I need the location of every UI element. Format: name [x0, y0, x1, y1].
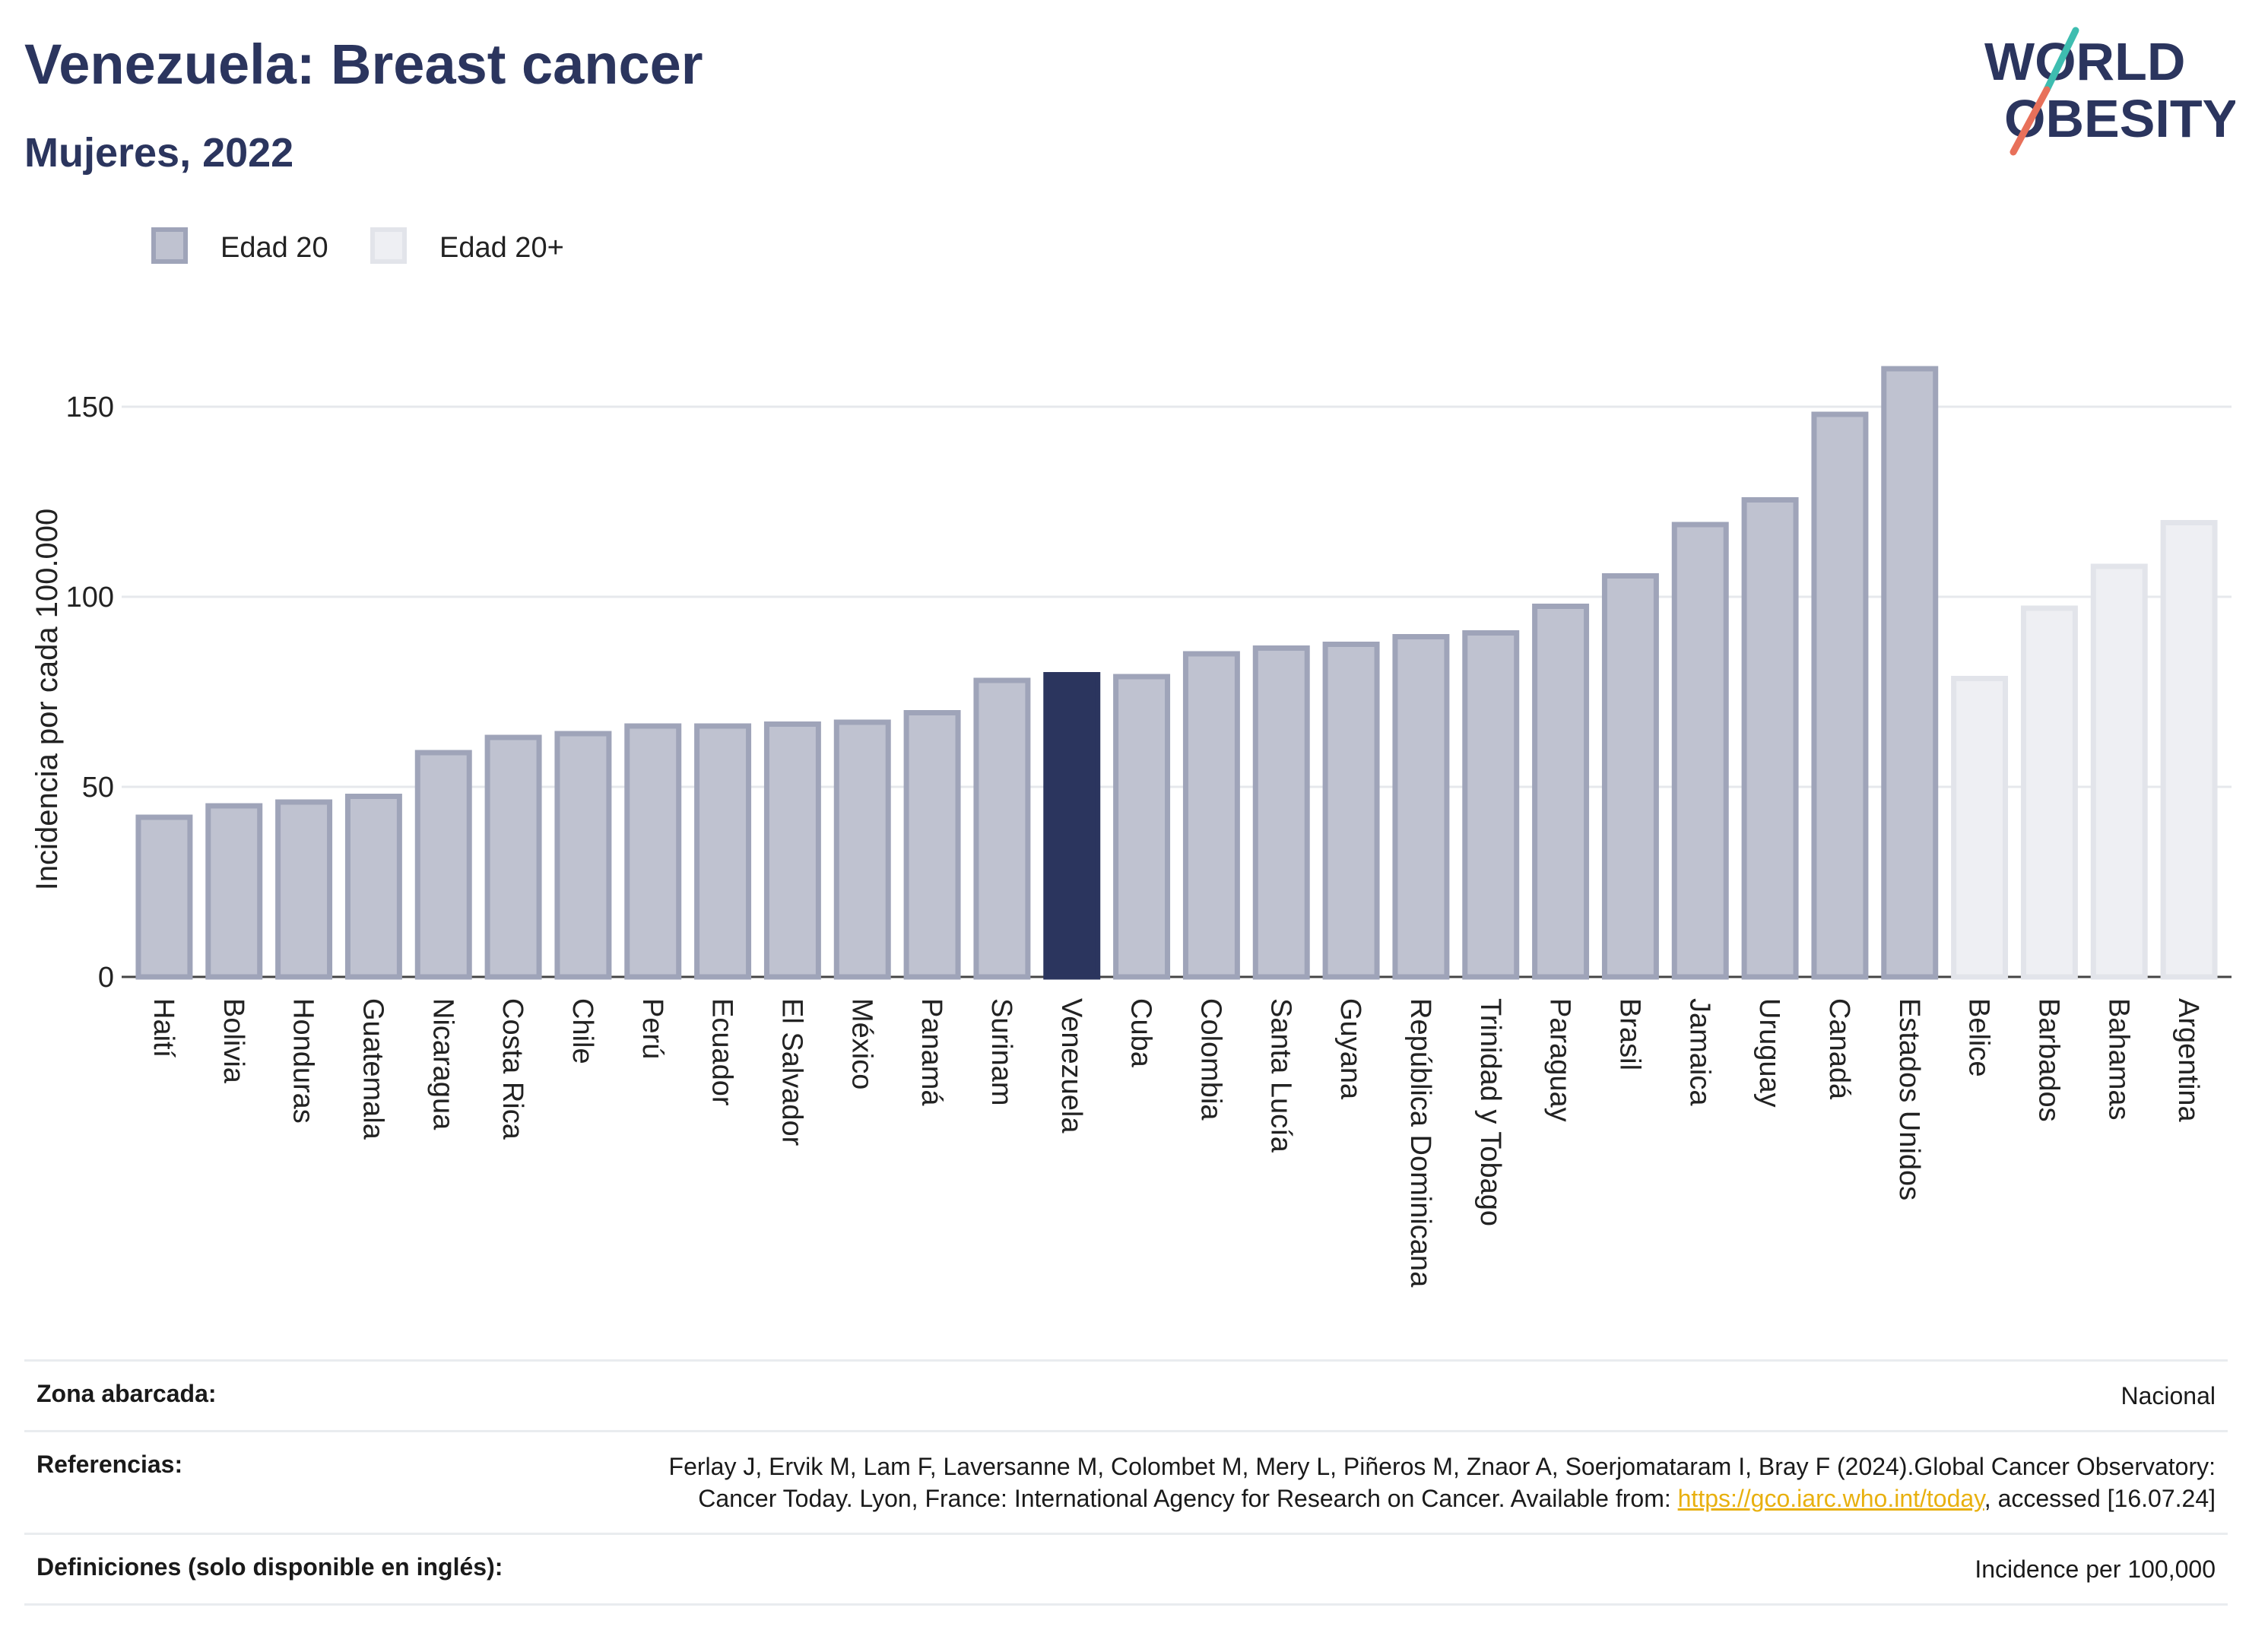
bar-Surinam [973, 677, 1031, 980]
x-tick-label: Barbados [2032, 998, 2064, 1122]
bar-Guatemala [344, 794, 402, 980]
bar-Bahamas [2090, 563, 2148, 980]
x-tick-label: Perú [636, 998, 668, 1059]
x-tick-label: Chile [566, 998, 598, 1064]
bar-Haití [135, 814, 193, 980]
x-tick-label: Nicaragua [427, 998, 458, 1130]
bar-Cuba [1113, 674, 1171, 980]
x-tick-label: Haití [148, 998, 179, 1058]
bar-Venezuela [1043, 672, 1101, 980]
x-tick-label: Belice [1963, 998, 1995, 1077]
chart-bars [135, 366, 2218, 980]
referencias-label: Referencias: [36, 1451, 183, 1478]
chart-grid [122, 405, 2232, 978]
bar-Santa Lucía [1252, 645, 1310, 980]
referencias-text-1: Ferlay J, Ervik M, Lam F, Laversanne M, … [668, 1453, 2216, 1512]
legend-label-edad20: Edad 20 [220, 232, 328, 264]
x-tick-label: Jamaica [1683, 998, 1715, 1106]
page-subtitle: Mujeres, 2022 [24, 130, 294, 176]
bar-Paraguay [1532, 604, 1590, 980]
x-tick-label: Costa Rica [496, 998, 528, 1140]
x-tick-label: Guyana [1334, 998, 1366, 1100]
definiciones-value: Incidence per 100,000 [1975, 1555, 2216, 1583]
page-title: Venezuela: Breast cancer [24, 33, 703, 96]
x-tick-label: Uruguay [1753, 998, 1785, 1108]
bar-Colombia [1182, 651, 1240, 980]
zona-value: Nacional [2121, 1382, 2216, 1409]
bar-Nicaragua [414, 750, 472, 980]
logo-slash-teal [2043, 27, 2079, 94]
metadata-table: Zona abarcada: Nacional Referencias: Fer… [24, 1359, 2228, 1606]
bar-Argentina [2160, 520, 2218, 980]
x-tick-label: Venezuela [1055, 998, 1087, 1134]
y-tick-label: 100 [66, 582, 114, 614]
bar-Brasil [1601, 573, 1659, 980]
x-tick-label: Guatemala [357, 998, 389, 1140]
x-tick-label: Honduras [287, 998, 319, 1124]
bar-República Dominicana [1392, 634, 1450, 980]
logo-line-1: WORLD [1984, 32, 2185, 91]
bar-Costa Rica [484, 734, 542, 980]
bar-Perú [624, 723, 682, 980]
y-axis-label: Incidencia por cada 100.000 [30, 509, 64, 891]
meta-row-referencias: Referencias: Ferlay J, Ervik M, Lam F, L… [24, 1430, 2228, 1533]
chart-legend: Edad 20 Edad 20+ [151, 227, 564, 264]
y-tick-label: 0 [98, 962, 114, 994]
logo-slash-coral [2010, 86, 2051, 156]
bar-México [833, 719, 891, 980]
x-tick-label: Paraguay [1544, 998, 1576, 1122]
x-tick-label: Ecuador [706, 998, 738, 1106]
x-tick-label: Cuba [1125, 998, 1157, 1068]
bar-Belice [1951, 676, 2009, 980]
x-tick-label: Brasil [1613, 998, 1645, 1070]
zona-label: Zona abarcada: [36, 1380, 217, 1407]
x-tick-label: Surinam [985, 998, 1017, 1106]
bar-Panamá [903, 710, 961, 980]
x-tick-label: Argentina [2172, 998, 2204, 1123]
bar-Jamaica [1671, 522, 1729, 980]
referencias-value: Ferlay J, Ervik M, Lam F, Laversanne M, … [619, 1451, 2216, 1514]
bar-Chile [554, 731, 612, 980]
x-tick-label: Canadá [1823, 998, 1855, 1100]
bar-chart: Edad 20 Edad 20+ Haití Bolivia Honduras Guat… [30, 227, 2232, 1288]
x-tick-label: El Salvador [776, 998, 807, 1146]
bar-El Salvador [763, 721, 821, 980]
x-tick-label: Estados Unidos [1893, 998, 1925, 1200]
bar-Bolivia [205, 803, 263, 980]
referencias-link[interactable]: https://gco.iarc.who.int/today [1677, 1485, 1984, 1512]
bar-Estados Unidos [1881, 366, 1939, 980]
x-tick-label: República Dominicana [1404, 998, 1436, 1288]
y-axis-ticks: 0 50 100 150 [66, 392, 114, 994]
bar-Guyana [1322, 642, 1380, 980]
meta-row-zona: Zona abarcada: Nacional [24, 1359, 2228, 1430]
bar-Barbados [2020, 605, 2078, 980]
x-tick-label: Trinidad y Tobago [1474, 998, 1506, 1226]
world-obesity-logo: WORLD OBESITY [1984, 27, 2235, 156]
x-axis-ticks: Haití Bolivia Honduras Guatemala Nicaragua Co… [148, 998, 2204, 1288]
referencias-text-2: , accessed [16.07.24] [1984, 1485, 2216, 1512]
bar-Trinidad y Tobago [1462, 630, 1520, 980]
x-tick-label: Santa Lucía [1264, 998, 1296, 1153]
legend-swatch-edad20 [151, 227, 188, 264]
x-tick-label: Panamá [915, 998, 947, 1106]
bar-Ecuador [694, 723, 752, 980]
x-tick-label: Bolivia [217, 998, 249, 1084]
meta-row-definiciones: Definiciones (solo disponible en inglés)… [24, 1533, 2228, 1606]
x-tick-label: Bahamas [2102, 998, 2134, 1121]
definiciones-label: Definiciones (solo disponible en inglés)… [36, 1553, 503, 1581]
y-tick-label: 150 [66, 392, 114, 423]
y-tick-label: 50 [82, 772, 114, 804]
bar-Honduras [275, 799, 333, 980]
x-tick-label: Colombia [1194, 998, 1226, 1121]
bar-Uruguay [1741, 497, 1799, 980]
legend-label-edad20plus: Edad 20+ [439, 232, 564, 264]
bar-Canadá [1811, 411, 1869, 980]
x-tick-label: México [845, 998, 877, 1089]
legend-swatch-edad20plus [370, 227, 407, 264]
